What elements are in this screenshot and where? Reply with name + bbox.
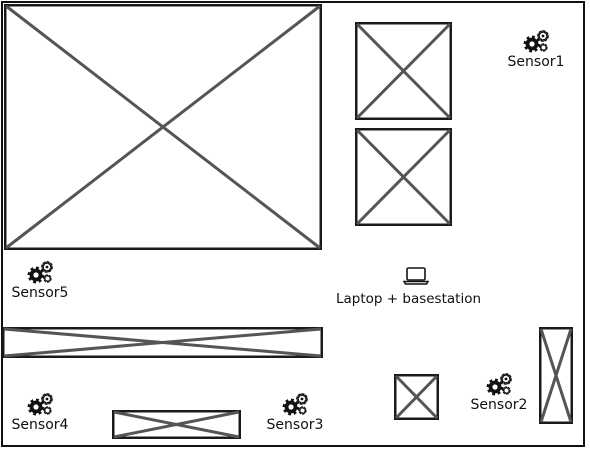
sensor-label: Sensor2 — [470, 397, 528, 413]
laptop-basestation-label: Laptop + basestation — [336, 291, 482, 307]
sensor-label: Sensor5 — [11, 285, 69, 301]
placeholder-graphic — [394, 374, 439, 420]
placeholder-graphic — [112, 410, 241, 439]
gears-icon — [4, 261, 76, 285]
image-placeholder-bottom-bar — [112, 410, 241, 439]
gears-icon — [463, 373, 535, 397]
image-placeholder-horizontal-bar — [2, 327, 323, 358]
gears-icon — [501, 30, 571, 54]
placeholder-cross-line — [355, 22, 452, 120]
image-placeholder-large — [4, 4, 322, 250]
gears-icon — [4, 393, 76, 417]
placeholder-graphic — [355, 22, 452, 120]
image-placeholder-vertical-bar — [539, 327, 573, 424]
sensor-label: Sensor3 — [266, 417, 324, 433]
laptop-icon — [402, 266, 430, 286]
sensor-label: Sensor4 — [11, 417, 69, 433]
sensor-5: Sensor5 — [4, 261, 76, 301]
placeholder-cross-line — [3, 327, 322, 358]
image-placeholder-small-square — [394, 374, 439, 420]
sensor-3: Sensor3 — [259, 393, 331, 433]
image-placeholder-middle — [355, 128, 452, 226]
sensor-label: Sensor1 — [507, 54, 565, 70]
placeholder-cross-line — [113, 410, 240, 439]
placeholder-graphic — [539, 327, 573, 424]
placeholder-graphic — [2, 327, 323, 358]
placeholder-cross-line — [355, 128, 452, 226]
sensor-4: Sensor4 — [4, 393, 76, 433]
gears-icon — [259, 393, 331, 417]
image-placeholder-top-middle — [355, 22, 452, 120]
placeholder-cross-line — [394, 374, 439, 420]
placeholder-graphic — [355, 128, 452, 226]
placeholder-cross-line — [539, 328, 573, 423]
placeholder-graphic — [4, 4, 322, 250]
placeholder-cross-line — [5, 4, 321, 250]
sensor-2: Sensor2 — [463, 373, 535, 413]
sensor-1: Sensor1 — [501, 30, 571, 70]
